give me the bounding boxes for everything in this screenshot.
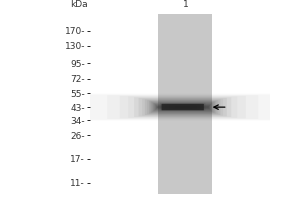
FancyBboxPatch shape <box>142 99 223 116</box>
FancyBboxPatch shape <box>169 105 196 109</box>
FancyBboxPatch shape <box>160 103 206 111</box>
Text: kDa: kDa <box>70 0 88 9</box>
FancyBboxPatch shape <box>155 105 210 110</box>
FancyBboxPatch shape <box>167 104 199 110</box>
Bar <box>158 14 212 194</box>
FancyBboxPatch shape <box>171 105 194 109</box>
FancyBboxPatch shape <box>157 106 208 108</box>
FancyBboxPatch shape <box>149 101 216 113</box>
Text: 1: 1 <box>182 0 188 9</box>
FancyBboxPatch shape <box>162 103 203 110</box>
FancyBboxPatch shape <box>154 104 211 110</box>
FancyBboxPatch shape <box>161 104 204 110</box>
FancyBboxPatch shape <box>165 104 201 110</box>
FancyBboxPatch shape <box>147 100 218 114</box>
FancyBboxPatch shape <box>151 102 215 113</box>
FancyBboxPatch shape <box>156 105 209 109</box>
FancyBboxPatch shape <box>145 99 220 115</box>
FancyBboxPatch shape <box>153 103 212 111</box>
FancyBboxPatch shape <box>152 102 213 112</box>
